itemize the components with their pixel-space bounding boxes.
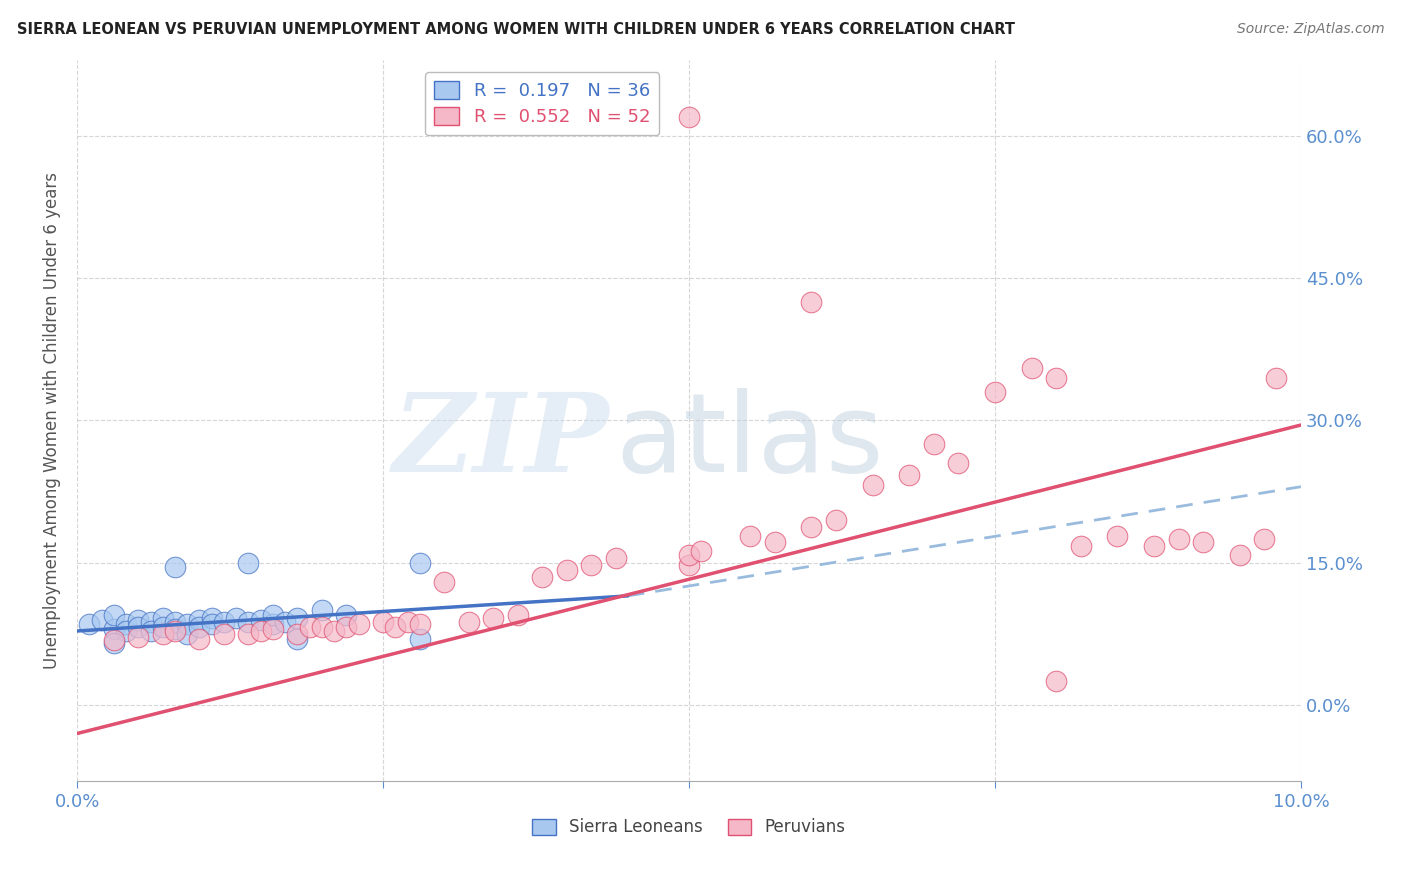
Point (163, 560, 186, 574)
Point (249, 613, 271, 627)
Point (311, 603, 333, 617)
Point (90, 613, 112, 627)
Point (287, 611, 309, 625)
Point (163, 624, 186, 638)
Point (115, 624, 138, 638)
Text: SIERRA LEONEAN VS PERUVIAN UNEMPLOYMENT AMONG WOMEN WITH CHILDREN UNDER 6 YEARS : SIERRA LEONEAN VS PERUVIAN UNEMPLOYMENT … (17, 22, 1015, 37)
Point (176, 627, 198, 641)
Point (800, 519, 823, 533)
Text: atlas: atlas (616, 388, 884, 495)
Point (212, 615, 235, 629)
Point (103, 633, 125, 648)
Point (678, 558, 700, 572)
Point (433, 574, 456, 589)
Point (238, 556, 260, 570)
Point (384, 620, 406, 634)
Point (690, 544, 713, 558)
Point (1045, 370, 1067, 384)
Point (115, 617, 138, 632)
Point (238, 627, 260, 641)
Point (396, 615, 419, 629)
Point (262, 607, 284, 622)
Point (79, 617, 101, 632)
Text: Source: ZipAtlas.com: Source: ZipAtlas.com (1237, 22, 1385, 37)
Point (555, 563, 578, 577)
Point (763, 534, 786, 549)
Point (139, 615, 162, 629)
Point (1229, 548, 1251, 562)
Point (371, 615, 394, 629)
Point (824, 513, 846, 527)
Point (238, 615, 260, 629)
Point (212, 627, 235, 641)
Point (225, 611, 247, 625)
Point (274, 615, 297, 629)
Point (262, 617, 284, 632)
Point (163, 615, 186, 629)
Point (335, 620, 357, 634)
Point (740, 529, 762, 543)
Point (1265, 370, 1288, 384)
Point (188, 613, 211, 627)
Text: ZIP: ZIP (392, 388, 609, 496)
Point (482, 611, 505, 625)
Point (409, 556, 432, 570)
Point (127, 613, 149, 627)
Point (678, 548, 700, 562)
Point (1107, 529, 1129, 543)
Point (103, 607, 125, 622)
Point (1253, 532, 1275, 546)
Point (188, 632, 211, 646)
Point (506, 607, 529, 622)
Point (103, 636, 125, 650)
Point (1167, 532, 1189, 546)
Point (409, 617, 432, 632)
Point (457, 615, 479, 629)
Point (262, 622, 284, 636)
Point (948, 456, 970, 470)
Point (579, 558, 602, 572)
Point (898, 468, 921, 483)
Point (249, 624, 271, 638)
Point (152, 620, 174, 634)
Point (287, 632, 309, 646)
Point (188, 620, 211, 634)
Point (984, 384, 1007, 399)
Point (1143, 539, 1166, 553)
Legend: Sierra Leoneans, Peruvians: Sierra Leoneans, Peruvians (524, 810, 853, 845)
Point (531, 570, 554, 584)
Point (1021, 361, 1043, 376)
Point (176, 617, 198, 632)
Y-axis label: Unemployment Among Women with Children Under 6 years: Unemployment Among Women with Children U… (44, 172, 60, 669)
Point (1045, 674, 1067, 689)
Point (163, 622, 186, 636)
Point (862, 478, 884, 492)
Point (152, 611, 174, 625)
Point (287, 627, 309, 641)
Point (800, 294, 823, 309)
Point (922, 437, 945, 451)
Point (152, 627, 174, 641)
Point (1192, 534, 1215, 549)
Point (323, 624, 346, 638)
Point (127, 620, 149, 634)
Point (347, 617, 370, 632)
Point (678, 110, 700, 124)
Point (201, 611, 224, 625)
Point (605, 550, 627, 565)
Point (1070, 539, 1092, 553)
Point (103, 622, 125, 636)
Point (311, 620, 333, 634)
Point (201, 617, 224, 632)
Point (298, 620, 321, 634)
Point (335, 607, 357, 622)
Point (409, 632, 432, 646)
Point (139, 624, 162, 638)
Point (127, 630, 149, 644)
